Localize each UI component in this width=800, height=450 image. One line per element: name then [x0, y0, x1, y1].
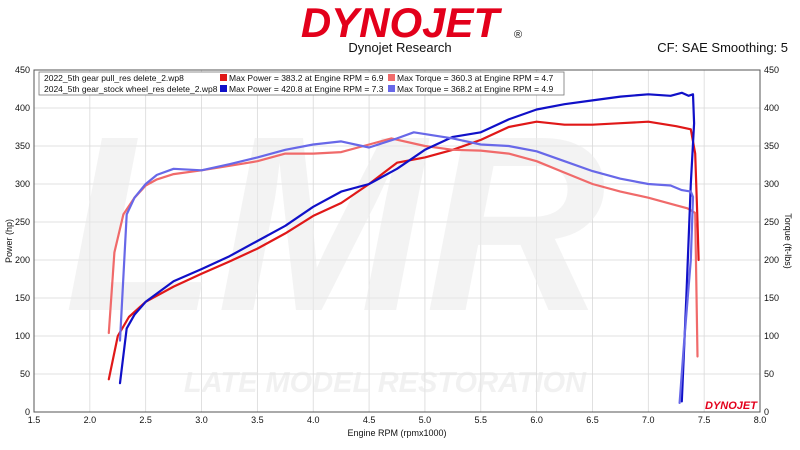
- legend-entry-power-2022: Max Power = 383.2 at Engine RPM = 6.9: [229, 73, 384, 83]
- legend-swatch-torque-2022: [388, 74, 395, 81]
- y-tick-label-left-7: 350: [15, 141, 30, 151]
- x-tick-label-1: 2.0: [84, 415, 97, 425]
- x-tick-label-3: 3.0: [195, 415, 208, 425]
- y-tick-label-left-1: 50: [20, 369, 30, 379]
- legend: 2022_5th gear pull_res delete_2.wp8 2024…: [38, 71, 565, 96]
- x-tick-label-8: 5.5: [475, 415, 488, 425]
- y-tick-label-right-9: 450: [764, 65, 779, 75]
- legend-swatch-torque-2024: [388, 85, 395, 92]
- x-tick-label-11: 7.0: [642, 415, 655, 425]
- x-tick-label-9: 6.0: [530, 415, 543, 425]
- legend-entry-power-2024: Max Power = 420.8 at Engine RPM = 7.3: [229, 84, 384, 94]
- y-tick-label-left-5: 250: [15, 217, 30, 227]
- watermark-logo: LMR: [64, 84, 606, 363]
- x-tick-label-13: 8.0: [754, 415, 767, 425]
- legend-entry-torque-2022: Max Torque = 360.3 at Engine RPM = 4.7: [397, 73, 554, 83]
- y-tick-label-right-3: 150: [764, 293, 779, 303]
- y-tick-label-left-9: 450: [15, 65, 30, 75]
- y-axis-label-left: Power (hp): [4, 219, 14, 263]
- y-tick-label-left-2: 100: [15, 331, 30, 341]
- registered-mark: ®: [514, 29, 522, 41]
- y-tick-labels-right: 0 50 100 150 200 250 300 350 400 450: [764, 65, 779, 417]
- watermark: LMR LATE MODEL RESTORATION: [64, 84, 606, 399]
- footer-brand: DYNOJET: [705, 400, 758, 412]
- legend-entry-torque-2024: Max Torque = 368.2 at Engine RPM = 4.9: [397, 84, 554, 94]
- series-line-power-2024: [118, 91, 696, 403]
- x-tick-label-10: 6.5: [586, 415, 599, 425]
- y-tick-labels-left: 0 50 100 150 200 250 300 350 400 450: [15, 65, 30, 417]
- y-tick-label-left-3: 150: [15, 293, 30, 303]
- y-tick-label-left-6: 300: [15, 179, 30, 189]
- subtitle: Dynojet Research: [348, 40, 452, 55]
- y-tick-label-left-8: 400: [15, 103, 30, 113]
- legend-run-2: 2024_5th gear_stock wheel_res delete_2.w…: [44, 84, 218, 94]
- x-tick-label-2: 2.5: [139, 415, 152, 425]
- legend-run-1: 2022_5th gear pull_res delete_2.wp8: [44, 73, 184, 83]
- y-tick-label-right-7: 350: [764, 141, 779, 151]
- x-tick-label-5: 4.0: [307, 415, 320, 425]
- y-tick-label-left-0: 0: [25, 407, 30, 417]
- series-line-power-2022: [107, 120, 700, 381]
- x-tick-label-6: 4.5: [363, 415, 376, 425]
- y-tick-label-right-0: 0: [764, 407, 769, 417]
- x-tick-label-0: 1.5: [28, 415, 41, 425]
- y-tick-label-right-2: 100: [764, 331, 779, 341]
- x-axis-label: Engine RPM (rpmx1000): [347, 428, 446, 438]
- x-tick-label-4: 3.5: [251, 415, 264, 425]
- legend-box: [38, 71, 565, 96]
- cf-smoothing-info: CF: SAE Smoothing: 5: [657, 40, 788, 55]
- y-axis-label-right: Torque (ft-lbs): [783, 213, 793, 269]
- x-tick-label-7: 5.0: [419, 415, 432, 425]
- brand-wordmark: DYNOJET: [301, 2, 503, 42]
- plot-frame: [33, 69, 761, 413]
- y-tick-label-right-4: 200: [764, 255, 779, 265]
- legend-swatch-power-2024: [220, 85, 227, 92]
- y-tick-label-right-6: 300: [764, 179, 779, 189]
- series-lines: [107, 91, 700, 404]
- x-tick-label-12: 7.5: [698, 415, 711, 425]
- y-tick-label-right-1: 50: [764, 369, 774, 379]
- legend-swatch-power-2022: [220, 74, 227, 81]
- series-line-torque-2024: [118, 131, 695, 404]
- series-line-torque-2022: [107, 137, 699, 358]
- y-tick-label-right-5: 250: [764, 217, 779, 227]
- y-tick-label-left-4: 200: [15, 255, 30, 265]
- watermark-text: LATE MODEL RESTORATION: [184, 367, 587, 399]
- x-tick-labels: 1.5 2.0 2.5 3.0 3.5 4.0 4.5 5.0 5.5 6.0 6.5 7.0 7.5 8…: [28, 415, 767, 425]
- y-tick-label-right-8: 400: [764, 103, 779, 113]
- dynojet-logo-graphic: DYNOJET ®: [301, 0, 522, 46]
- dynojet-logo: DYNOJET ®: [0, 0, 800, 46]
